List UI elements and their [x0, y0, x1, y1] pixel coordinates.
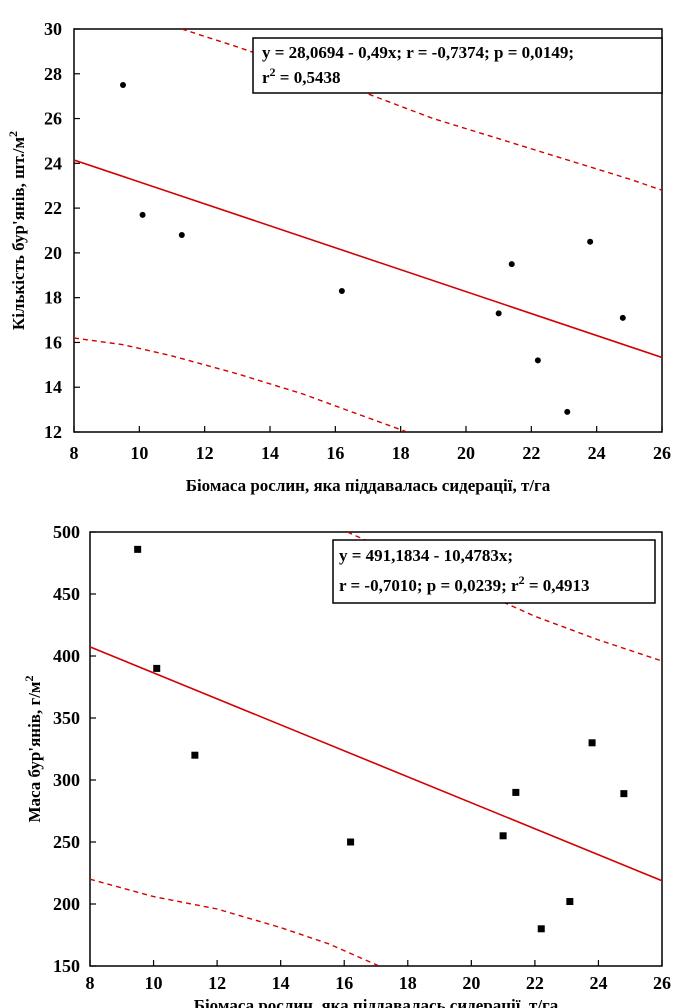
data-point — [347, 838, 355, 846]
x-tick-label: 22 — [522, 443, 540, 463]
plot-frame — [73, 28, 663, 433]
panel-divider — [0, 499, 676, 509]
y-tick-label: 18 — [44, 288, 62, 308]
y-tick-label: 24 — [44, 153, 62, 173]
x-tick-label: 14 — [261, 443, 279, 463]
stats-annotation-box — [252, 37, 663, 94]
x-tick-label: 14 — [272, 973, 290, 993]
data-point — [120, 81, 126, 88]
y-tick-label: 26 — [44, 109, 62, 129]
x-axis-title: Біомаса рослин, яка піддавалась сидераці… — [194, 996, 559, 1008]
regression-line — [74, 159, 662, 359]
x-tick-label: 20 — [457, 443, 475, 463]
y-tick-label: 14 — [44, 377, 62, 397]
plot-frame — [89, 531, 663, 967]
y-axis-title: Кількість бур'янів, шт./м2 — [6, 131, 28, 330]
x-tick-label: 10 — [145, 973, 163, 993]
x-tick-label: 16 — [335, 973, 353, 993]
x-tick-label: 20 — [462, 973, 480, 993]
x-tick-label: 26 — [653, 973, 671, 993]
x-tick-label: 24 — [588, 443, 606, 463]
data-point — [620, 790, 628, 798]
x-tick-label: 12 — [196, 443, 214, 463]
data-point — [566, 898, 574, 906]
chart-panel-weed-mass: 8 10 12 14 16 18 20 22 24 26 150 200 250 300 350 400 450… — [0, 511, 676, 1008]
stats-annotation-box — [332, 539, 656, 604]
weed-count-scatter-chart: 8 10 12 14 16 18 20 22 24 26 12 14 16 18 20 22 24 26 28 30 y… — [6, 19, 671, 495]
stats-annotation-line: r = -0,7010; p = 0,0239; r2 = 0,4913 — [339, 573, 590, 595]
chart-panel-weed-count: 8 10 12 14 16 18 20 22 24 26 12 14 16 18 20 22 24 26 28 30 y… — [0, 0, 676, 497]
confidence-band-lower — [74, 337, 408, 432]
data-point — [338, 287, 345, 294]
x-tick-label: 10 — [130, 443, 148, 463]
y-tick-label: 16 — [44, 332, 62, 352]
data-point — [508, 261, 515, 268]
x-axis-title: Біомаса рослин, яка піддавалась сидераці… — [186, 476, 551, 495]
data-point — [588, 739, 596, 747]
data-point — [537, 925, 545, 933]
stats-annotation-line: y = 28,0694 - 0,49x; r = -0,7374; p = 0,… — [262, 43, 574, 62]
x-tick-label: 8 — [70, 443, 79, 463]
y-axis-title: Маса бур'янів, г/м2 — [22, 676, 44, 823]
data-point — [564, 408, 571, 415]
x-tick-label: 24 — [589, 973, 607, 993]
y-tick-label: 150 — [53, 956, 80, 976]
data-point — [134, 545, 142, 553]
y-tick-label: 28 — [44, 64, 62, 84]
y-tick-label: 350 — [53, 708, 80, 728]
x-tick-label: 18 — [392, 443, 410, 463]
data-point — [153, 664, 161, 672]
data-point — [587, 238, 594, 245]
y-tick-label: 22 — [44, 198, 62, 218]
data-point — [619, 314, 626, 321]
y-tick-label: 250 — [53, 832, 80, 852]
x-tick-label: 12 — [208, 973, 226, 993]
x-tick-label: 26 — [653, 443, 671, 463]
data-point — [499, 832, 507, 840]
data-point — [495, 310, 502, 317]
data-point — [139, 211, 146, 218]
data-point — [191, 751, 199, 759]
y-tick-label: 12 — [44, 422, 62, 442]
y-tick-label: 200 — [53, 894, 80, 914]
y-tick-label: 20 — [44, 243, 62, 263]
data-point — [512, 788, 520, 796]
stats-annotation-line: y = 491,1834 - 10,4783x; — [339, 546, 513, 565]
y-tick-label: 450 — [53, 584, 80, 604]
confidence-band-lower — [90, 878, 380, 966]
data-point — [534, 357, 541, 364]
y-tick-label: 500 — [53, 522, 80, 542]
x-tick-label: 22 — [526, 973, 544, 993]
y-tick-label: 400 — [53, 646, 80, 666]
weed-mass-scatter-chart: 8 10 12 14 16 18 20 22 24 26 150 200 250 300 350 400 450… — [22, 522, 671, 1008]
y-tick-label: 30 — [44, 19, 62, 39]
regression-line — [90, 646, 662, 882]
x-tick-label: 16 — [326, 443, 344, 463]
stats-annotation-line: r2 = 0,5438 — [262, 65, 340, 87]
data-point — [178, 231, 185, 238]
x-tick-label: 18 — [399, 973, 417, 993]
x-tick-label: 8 — [86, 973, 95, 993]
y-tick-label: 300 — [53, 770, 80, 790]
